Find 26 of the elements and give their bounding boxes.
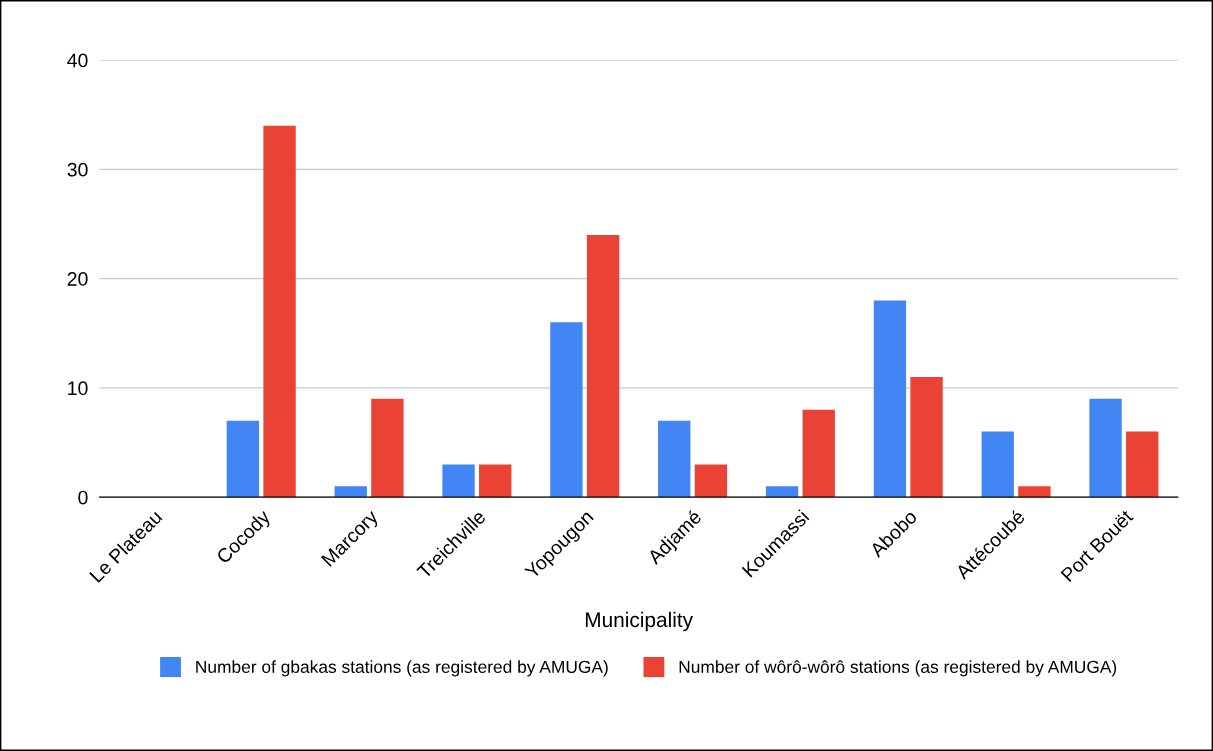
y-tick-label: 20 [67, 272, 88, 286]
bar [371, 398, 404, 498]
y-tick-label: 30 [67, 162, 88, 177]
bar [873, 300, 907, 498]
bar [479, 464, 512, 498]
bar [694, 464, 728, 498]
bar [910, 376, 943, 498]
bar [226, 420, 260, 498]
bar [1089, 398, 1122, 498]
bar [1126, 431, 1159, 498]
y-tick-label: 40 [67, 53, 88, 68]
y-tick-label: 0 [78, 490, 88, 505]
bar [550, 322, 583, 498]
bar [586, 234, 620, 498]
y-tick-label: 10 [68, 381, 88, 396]
legend-label: Number of gbakas stations (as registered by AMUGA) [196, 660, 608, 677]
legend-label: Number of wôrô-wôrô stations (as registered by AMUGA) [679, 660, 1117, 677]
x-axis-title: Municipality [585, 611, 694, 632]
bar [658, 420, 691, 498]
bar [802, 409, 835, 498]
bar [263, 125, 296, 498]
bar [765, 486, 799, 498]
bar [981, 431, 1014, 498]
bar [334, 486, 367, 498]
bar [442, 464, 475, 498]
bar [1018, 486, 1051, 498]
